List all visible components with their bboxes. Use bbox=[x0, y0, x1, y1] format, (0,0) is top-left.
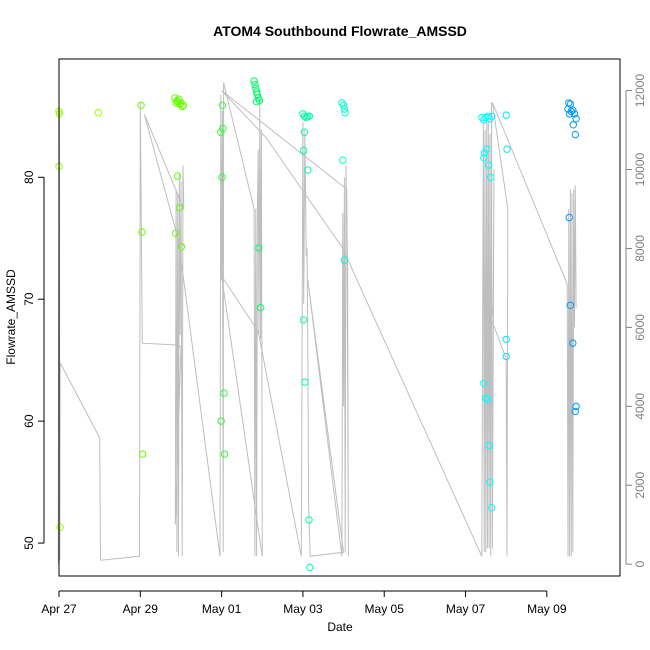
data-point bbox=[305, 112, 314, 121]
secondary-series-line bbox=[57, 82, 577, 565]
data-point bbox=[300, 112, 309, 121]
data-point bbox=[569, 121, 577, 129]
data-point bbox=[176, 100, 184, 108]
y2-tick-label: 0 bbox=[633, 561, 647, 568]
y2-tick-label: 10000 bbox=[633, 152, 647, 186]
data-point bbox=[217, 417, 225, 425]
data-point bbox=[571, 407, 579, 416]
data-point bbox=[219, 124, 227, 133]
axes: Apr 27 Apr 29 May 01 May 03 May 05 May 07 May … bbox=[22, 58, 647, 616]
data-point bbox=[177, 99, 185, 107]
data-point bbox=[94, 109, 103, 117]
data-point bbox=[487, 504, 496, 512]
data-point bbox=[339, 156, 347, 164]
data-point bbox=[485, 161, 493, 169]
data-point bbox=[341, 109, 349, 117]
data-point bbox=[177, 243, 186, 251]
data-point bbox=[485, 441, 493, 450]
data-point bbox=[483, 145, 491, 153]
data-point bbox=[251, 80, 259, 89]
y-tick-label: 50 bbox=[22, 536, 36, 550]
data-point bbox=[502, 335, 510, 344]
data-point bbox=[300, 128, 309, 136]
data-point bbox=[175, 204, 184, 212]
data-point bbox=[56, 523, 64, 531]
chart-title: ATOM4 Southbound Flowrate_AMSSD bbox=[213, 23, 467, 39]
y-tick-label: 80 bbox=[22, 170, 36, 184]
data-point bbox=[220, 450, 229, 458]
data-point bbox=[220, 389, 228, 397]
y2-tick-label: 6000 bbox=[633, 314, 647, 341]
data-point bbox=[571, 130, 579, 139]
data-point bbox=[503, 145, 511, 153]
data-point bbox=[480, 149, 489, 157]
data-point bbox=[250, 77, 258, 85]
data-point bbox=[339, 101, 348, 110]
data-point bbox=[218, 101, 227, 110]
data-point bbox=[305, 516, 313, 524]
data-point bbox=[502, 111, 510, 119]
data-point bbox=[488, 112, 496, 121]
data-point bbox=[174, 172, 182, 180]
data-point bbox=[487, 173, 495, 182]
x-tick-label: Apr 29 bbox=[123, 602, 159, 616]
data-point bbox=[218, 173, 226, 182]
data-point bbox=[300, 316, 308, 324]
x-tick-label: May 05 bbox=[365, 602, 405, 616]
data-point bbox=[566, 301, 575, 309]
data-point bbox=[172, 229, 180, 238]
data-point bbox=[179, 101, 188, 110]
data-point bbox=[570, 110, 579, 118]
data-point bbox=[484, 112, 492, 121]
y2-tick-label: 4000 bbox=[633, 393, 647, 420]
x-tick-label: May 03 bbox=[283, 602, 323, 616]
data-point bbox=[572, 115, 580, 123]
y2-tick-label: 8000 bbox=[633, 235, 647, 262]
x-tick-label: May 07 bbox=[446, 602, 486, 616]
data-point bbox=[572, 402, 580, 411]
x-axis-label: Date bbox=[327, 620, 353, 634]
data-point bbox=[306, 563, 314, 572]
y-tick-label: 60 bbox=[22, 414, 36, 428]
x-tick-label: Apr 27 bbox=[41, 602, 77, 616]
x-tick-label: May 01 bbox=[202, 602, 242, 616]
data-point bbox=[256, 304, 265, 312]
data-point bbox=[217, 128, 225, 136]
data-point bbox=[486, 115, 494, 123]
data-point bbox=[480, 154, 488, 162]
y-axis-label: Flowrate_AMSSD bbox=[4, 269, 18, 365]
data-point bbox=[255, 244, 263, 252]
data-point bbox=[175, 95, 183, 103]
data-point bbox=[486, 478, 494, 486]
data-point bbox=[480, 379, 488, 387]
data-point bbox=[137, 101, 145, 110]
data-points bbox=[55, 77, 580, 572]
data-point bbox=[569, 106, 577, 114]
data-point bbox=[178, 102, 186, 111]
y-tick-label: 70 bbox=[22, 292, 36, 306]
data-point bbox=[302, 113, 310, 122]
data-point bbox=[138, 228, 146, 236]
data-point bbox=[139, 450, 147, 458]
data-point bbox=[502, 352, 510, 361]
y2-tick-label: 2000 bbox=[633, 472, 647, 499]
data-point bbox=[484, 395, 492, 403]
data-point bbox=[301, 378, 309, 386]
data-point bbox=[304, 166, 312, 174]
y2-tick-label: 12000 bbox=[633, 74, 647, 108]
data-point bbox=[300, 146, 308, 155]
plot-border bbox=[58, 58, 621, 577]
x-tick-label: May 09 bbox=[527, 602, 567, 616]
data-point bbox=[340, 105, 349, 113]
secondary-series-lines bbox=[57, 82, 577, 565]
data-point bbox=[565, 213, 573, 222]
data-point bbox=[569, 339, 577, 347]
data-point bbox=[255, 96, 264, 105]
data-point bbox=[340, 256, 349, 264]
